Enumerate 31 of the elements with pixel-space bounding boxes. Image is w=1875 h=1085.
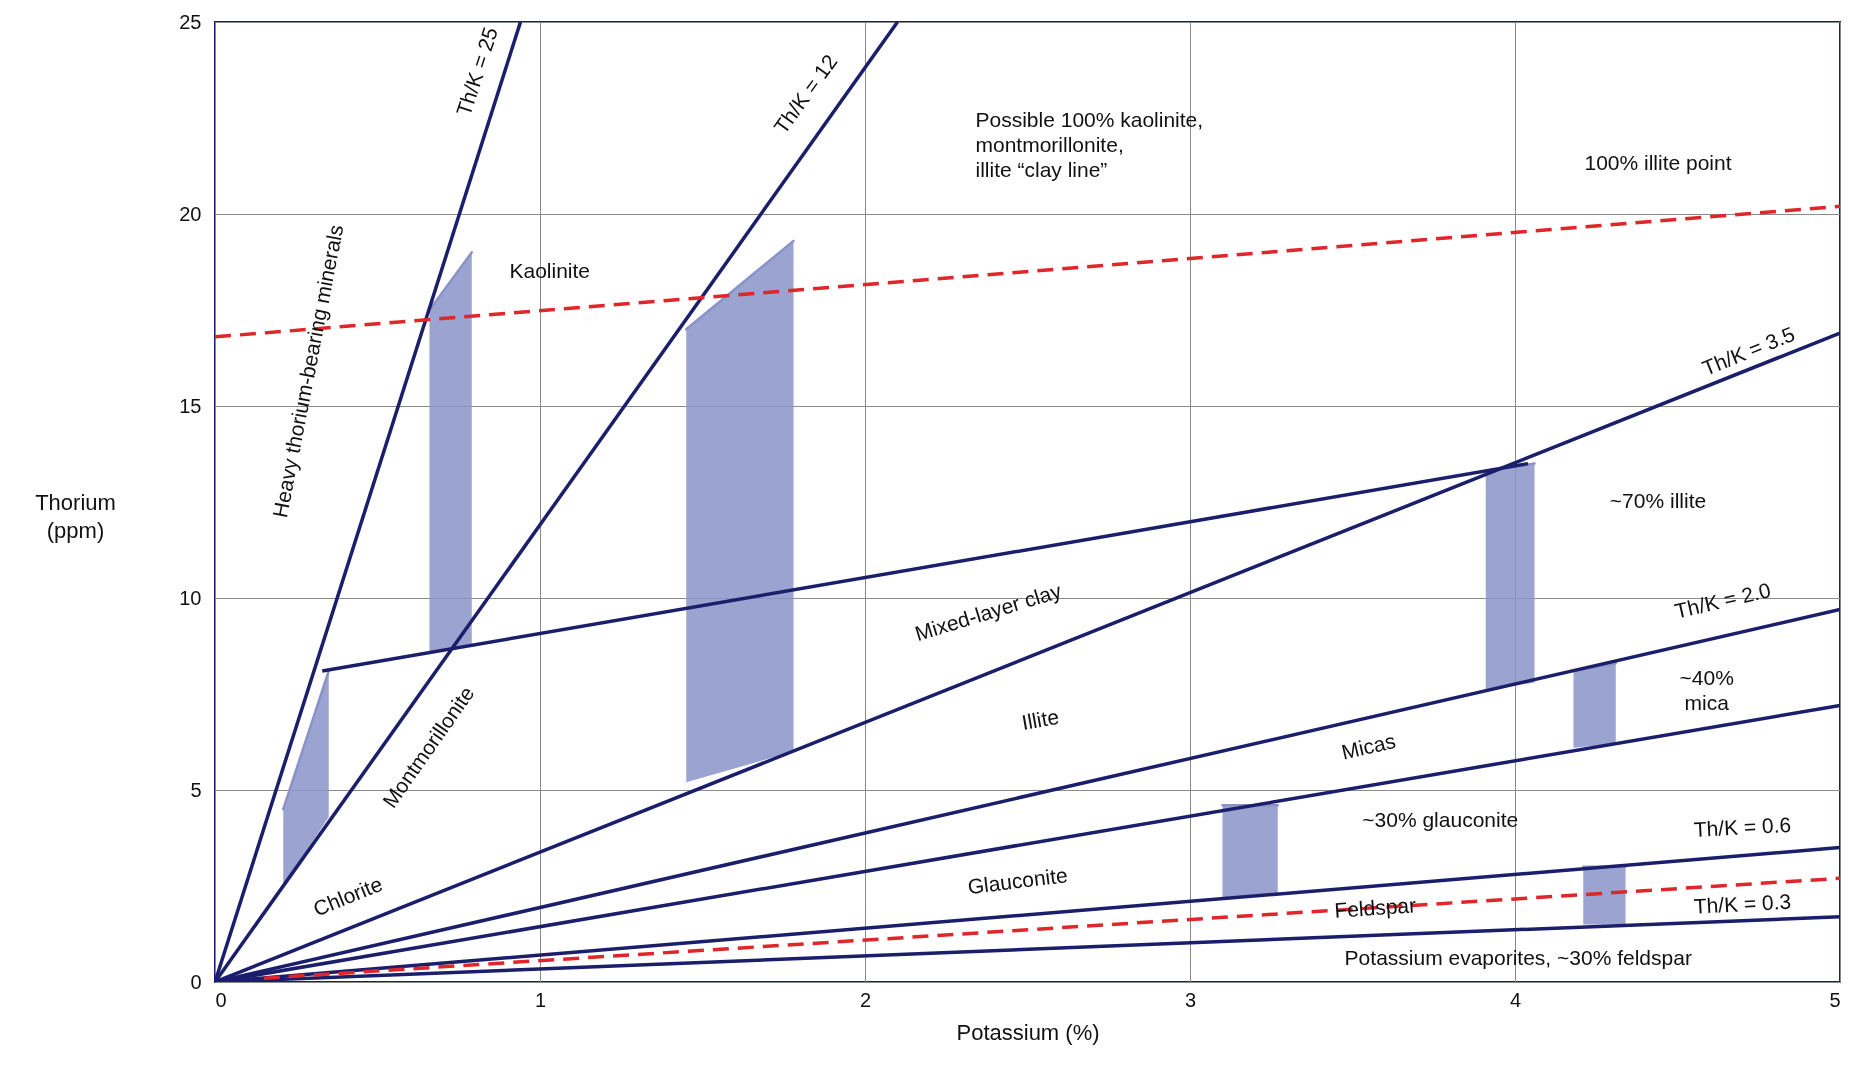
- x-tick-label: 3: [1184, 988, 1197, 1011]
- annotation: Illite: [1019, 704, 1061, 734]
- annotation: Chlorite: [309, 871, 386, 921]
- annotation: Possible 100% kaolinite, montmorillonite, illite “clay line”: [975, 108, 1204, 182]
- annotation: Th/K = 0.3: [1693, 889, 1792, 918]
- y-tick-label: 15: [179, 394, 202, 417]
- x-tick-label: 1: [534, 988, 547, 1011]
- annotation: ~30% glauconite: [1362, 807, 1519, 831]
- x-tick-label: 4: [1509, 988, 1522, 1011]
- y-tick-label: 5: [190, 778, 202, 801]
- annotation: Feldspar: [1333, 893, 1417, 922]
- y-tick-label: 10: [179, 586, 202, 609]
- y-axis-title: Thorium (ppm): [35, 489, 116, 543]
- annotation: ~70% illite: [1609, 489, 1707, 512]
- annotation: ~40% mica: [1679, 665, 1734, 714]
- y-tick-label: 20: [179, 202, 202, 225]
- x-axis-title: Potassium (%): [956, 1019, 1100, 1045]
- annotation: Kaolinite: [509, 258, 591, 282]
- annotation: Th/K = 0.6: [1693, 812, 1792, 841]
- x-tick-label: 0: [215, 988, 227, 1011]
- y-tick-label: 25: [179, 10, 202, 33]
- x-tick-label: 2: [859, 988, 872, 1011]
- annotation: 100% illite point: [1584, 151, 1732, 175]
- annotation: Glauconite: [966, 863, 1069, 899]
- annotation: Micas: [1339, 728, 1398, 764]
- annotation: Potassium evaporites, ~30% feldspar: [1344, 945, 1692, 969]
- annotation: Th/K = 25: [451, 24, 502, 119]
- annotation: Th/K = 2.0: [1672, 578, 1773, 623]
- y-tick-label: 0: [190, 970, 202, 993]
- x-tick-label: 5: [1829, 988, 1841, 1011]
- annotation: Th/K = 3.5: [1698, 321, 1798, 380]
